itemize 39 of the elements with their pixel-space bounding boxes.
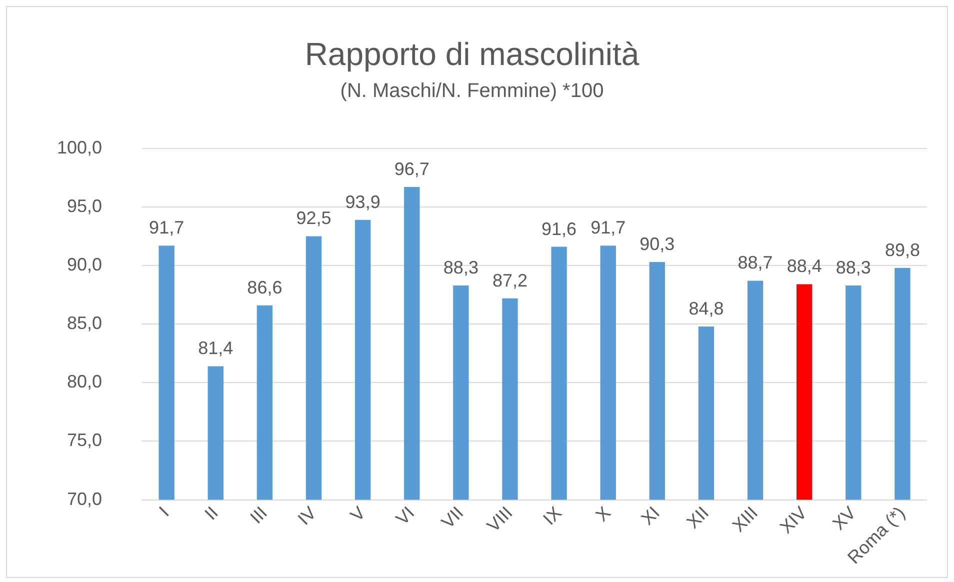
data-label: 96,7 [394,159,430,180]
data-label: 87,2 [492,270,528,290]
x-tick-label: V [346,502,370,526]
data-label: 91,7 [149,218,184,238]
x-tick-label: XIV [776,502,811,538]
y-tick-label: 90,0 [66,254,102,275]
data-label: 89,8 [884,240,920,260]
data-label: 90,3 [640,234,675,254]
x-tick-label: IX [539,502,566,529]
y-tick-label: 75,0 [66,430,102,450]
data-label: 88,3 [443,257,478,278]
data-label: 88,7 [738,252,773,273]
y-tick-label: 70,0 [66,488,102,509]
data-label: 88,3 [836,257,871,278]
x-tick-label: III [246,502,272,528]
y-tick-label: 100,0 [56,137,102,158]
chart-title: Rapporto di mascolinità [304,36,640,72]
data-label: 88,4 [786,256,822,276]
y-tick-label: 80,0 [66,372,102,392]
y-tick-label: 95,0 [66,196,102,216]
x-tick-label: XIII [728,502,762,536]
x-tick-label: X [592,502,614,526]
data-label: 91,6 [542,218,577,239]
x-tick-label: VII [438,502,468,532]
x-tick-label: VI [392,502,418,529]
data-label: 86,6 [247,277,282,298]
x-tick-label: VIII [483,502,516,536]
data-label: 81,4 [198,338,234,358]
x-tick-label: II [200,502,222,524]
y-tick-label: 85,0 [66,313,102,334]
chart-subtitle: (N. Maschi/N. Femmine) *100 [340,80,604,102]
data-label: 93,9 [345,192,380,212]
data-label: 92,5 [296,208,332,228]
data-label: 84,8 [688,298,724,318]
x-tick-label: XII [682,502,713,532]
data-label: 91,7 [590,218,626,238]
x-tick-label: IV [294,502,320,529]
x-tick-label: XI [637,502,664,529]
x-tick-label: I [155,502,173,520]
